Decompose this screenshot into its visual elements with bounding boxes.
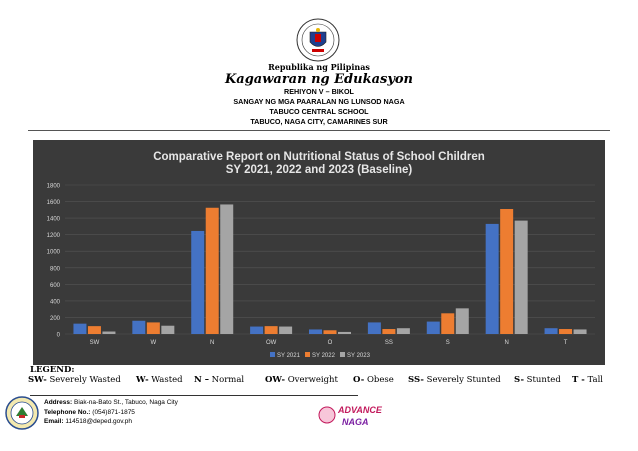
x-tick-label: SW: [90, 340, 100, 346]
bar: [264, 326, 278, 334]
footer-address: Address: Biak-na-Bato St., Tabuco, Naga …: [44, 399, 178, 406]
legend-label: SY 2022: [312, 353, 336, 359]
bar: [396, 328, 410, 334]
x-tick-label: OW: [266, 340, 277, 346]
division-line: SANGAY NG MGA PAARALAN NG LUNSOD NAGA: [233, 97, 405, 106]
header-divider: [28, 130, 610, 131]
y-tick-label: 1400: [47, 217, 61, 223]
y-tick-label: 800: [50, 266, 61, 272]
bar: [559, 329, 573, 334]
legend-swatch: [305, 352, 310, 357]
bar: [455, 308, 469, 334]
nutrition-chart: Comparative Report on Nutritional Status…: [33, 140, 605, 365]
legend-item-n: N – Normal: [194, 375, 245, 385]
bar: [250, 326, 264, 334]
bar: [191, 230, 205, 334]
y-tick-label: 1600: [47, 200, 61, 206]
y-tick-label: 200: [50, 316, 61, 322]
legend-item-t: T - Tall: [572, 375, 604, 385]
y-tick-label: 0: [57, 333, 61, 339]
chart-title: Comparative Report on Nutritional Status…: [153, 151, 485, 163]
legend-item-o: O- Obese: [353, 375, 394, 385]
bar: [323, 330, 337, 334]
bar: [441, 313, 455, 334]
bar: [279, 326, 293, 334]
kagawaran-text: Kagawaran ng Edukasyon: [224, 72, 414, 87]
letterhead: Republika ng Pilipinas Kagawaran ng Eduk…: [0, 62, 638, 127]
bar: [73, 323, 87, 334]
bar: [205, 207, 219, 334]
legend-label: SY 2021: [277, 353, 301, 359]
legend-swatch: [340, 352, 345, 357]
x-tick-label: N: [504, 340, 508, 346]
bar: [573, 329, 587, 334]
chart-subtitle: SY 2021, 2022 and 2023 (Baseline): [226, 164, 413, 176]
x-tick-label: N: [210, 340, 214, 346]
legend-item-ow: OW- Overweight: [265, 375, 338, 385]
bar: [220, 204, 234, 334]
footer-divider: [30, 395, 358, 396]
legend-item-ss: SS- Severely Stunted: [408, 375, 501, 385]
legend-item-sw: SW- Severely Wasted: [28, 375, 121, 385]
bar: [338, 331, 351, 334]
y-tick-label: 1000: [47, 250, 61, 256]
x-tick-label: SS: [385, 340, 393, 346]
legend-label: SY 2023: [347, 353, 371, 359]
bar: [485, 223, 499, 334]
legend-item-w: W- Wasted: [136, 375, 183, 385]
bar: [102, 331, 116, 334]
bar: [132, 320, 146, 334]
advance-naga-logo-icon: ADVANCE NAGA: [318, 405, 383, 427]
footer-contact: Address: Biak-na-Bato St., Tabuco, Naga …: [44, 398, 178, 427]
bar: [146, 322, 160, 334]
x-tick-label: S: [446, 340, 450, 346]
footer-email: Email: 114518@deped.gov.ph: [44, 418, 133, 425]
svg-text:NAGA: NAGA: [342, 417, 369, 427]
x-tick-label: W: [150, 340, 156, 346]
school-seal-icon: [5, 396, 39, 430]
bar: [382, 329, 396, 334]
legend-swatch: [270, 352, 275, 357]
bar: [87, 326, 101, 334]
republika-text: Republika ng Pilipinas: [268, 62, 370, 72]
chart-canvas: Comparative Report on Nutritional Status…: [47, 151, 595, 359]
legend-item-s: S- Stunted: [514, 375, 561, 385]
y-tick-label: 600: [50, 283, 61, 289]
x-tick-label: O: [328, 340, 333, 346]
y-tick-label: 1200: [47, 233, 61, 239]
y-tick-label: 1800: [47, 184, 61, 190]
bar: [544, 328, 558, 334]
bar: [514, 220, 528, 334]
bar: [161, 325, 175, 334]
school-line: TABUCO CENTRAL SCHOOL: [269, 107, 369, 116]
svg-text:ADVANCE: ADVANCE: [337, 405, 383, 415]
address-line: TABUCO, NAGA CITY, CAMARINES SUR: [250, 117, 388, 126]
footer-telephone: Telephone No.: (054)871-1875: [44, 408, 135, 416]
bar: [426, 321, 440, 334]
bar: [309, 329, 322, 334]
region-line: REHIYON V – BIKOL: [284, 87, 354, 96]
bar: [500, 209, 514, 334]
y-tick-label: 400: [50, 299, 61, 305]
deped-seal-icon: [296, 18, 340, 62]
bar: [367, 322, 381, 334]
legend-title: LEGEND:: [30, 365, 75, 375]
x-tick-label: T: [564, 340, 568, 346]
